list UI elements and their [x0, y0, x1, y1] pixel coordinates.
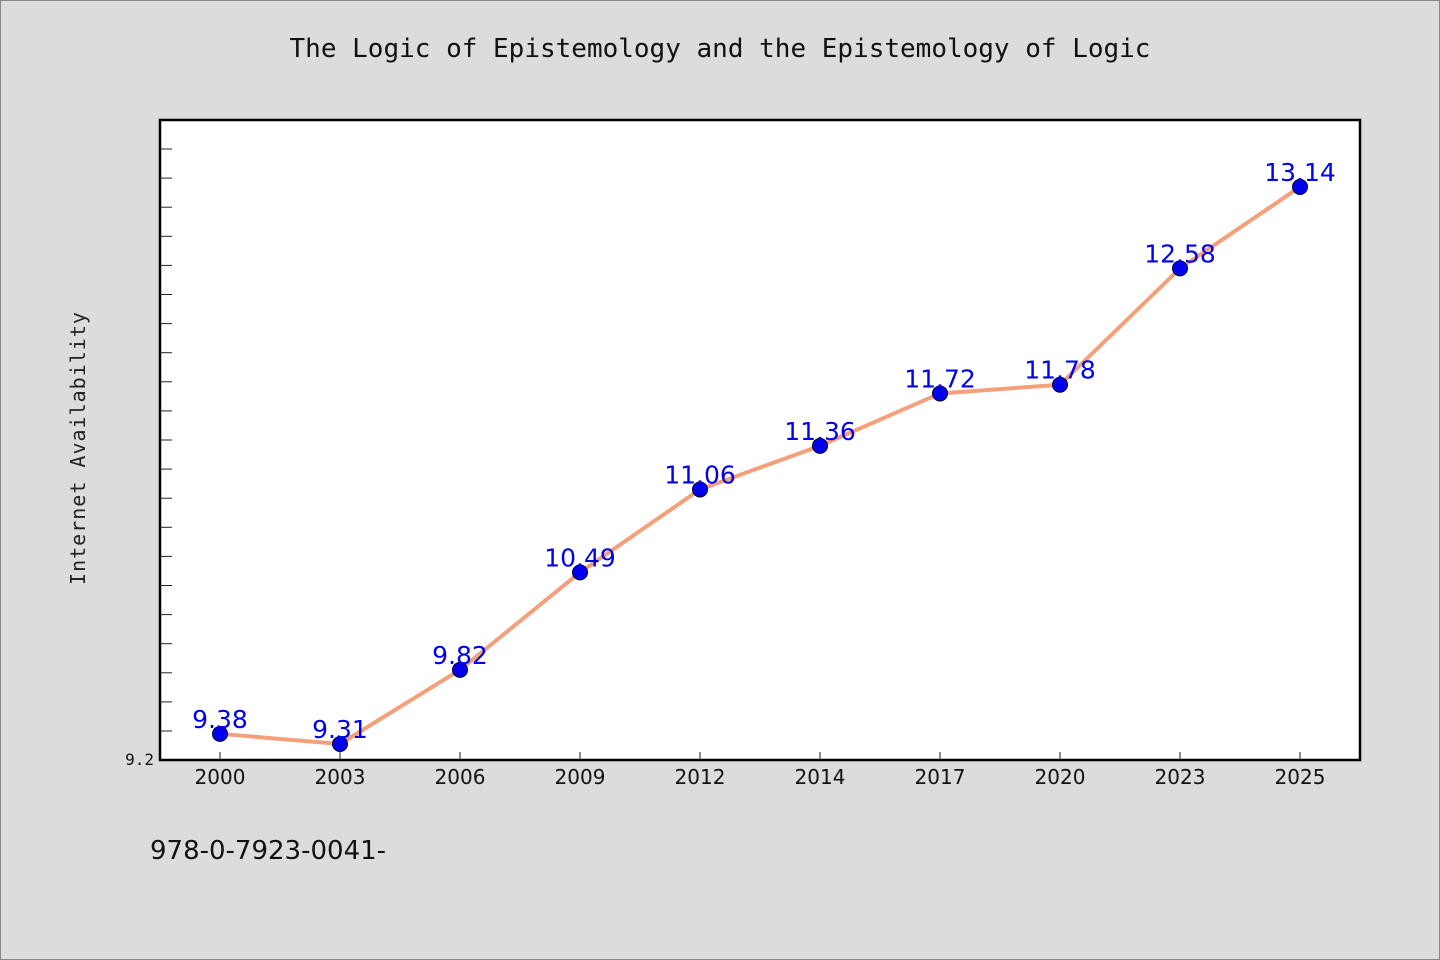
x-tick-label: 2017	[915, 765, 966, 789]
data-label: 12.58	[1144, 239, 1216, 268]
x-tick-label: 2000	[195, 765, 246, 789]
data-label: 9.38	[192, 705, 248, 734]
data-point	[332, 736, 348, 752]
data-point	[1052, 376, 1068, 393]
data-label: 10.49	[544, 543, 616, 572]
data-point	[932, 385, 948, 402]
series-line	[219, 185, 1302, 746]
data-label: 9.31	[312, 715, 368, 744]
data-point	[1292, 178, 1308, 195]
y-tick-label: 9.2	[125, 750, 154, 769]
x-tick-label: 2014	[795, 765, 846, 789]
data-label: 13.14	[1264, 158, 1336, 187]
chart-title: The Logic of Epistemology and the Episte…	[289, 34, 1151, 64]
data-point	[692, 481, 708, 498]
data-point	[572, 564, 588, 581]
plot-area	[158, 118, 1362, 762]
x-tick-label: 2006	[435, 765, 486, 789]
x-tick-label: 2003	[315, 765, 366, 789]
x-tick-label: 2012	[675, 765, 726, 789]
data-point	[1172, 260, 1188, 277]
data-point	[212, 725, 228, 742]
x-tick-label: 2009	[555, 765, 606, 789]
data-label: 11.06	[664, 460, 736, 489]
data-label: 11.36	[784, 417, 856, 446]
isbn-text: 978-0-7923-0041-	[150, 836, 387, 866]
data-label: 11.72	[904, 364, 976, 393]
data-point	[812, 437, 828, 454]
data-label: 11.78	[1024, 356, 1096, 385]
x-tick-label: 2020	[1035, 765, 1086, 789]
data-label: 9.82	[432, 641, 488, 670]
x-tick-label: 2023	[1155, 765, 1206, 789]
x-tick-label: 2025	[1275, 765, 1326, 789]
data-point	[452, 661, 468, 678]
